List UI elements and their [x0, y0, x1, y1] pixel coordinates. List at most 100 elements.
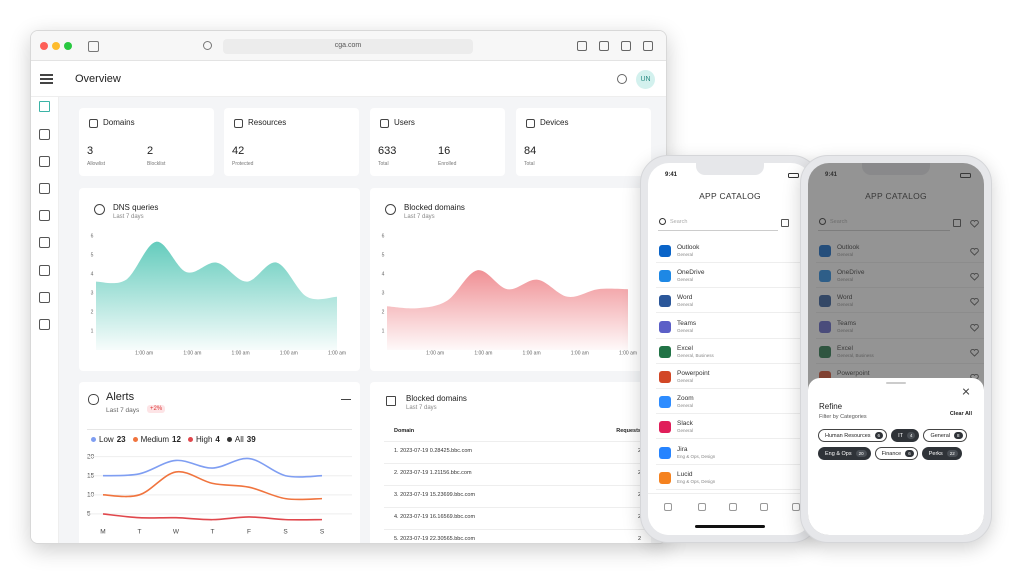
app-name: Outlook — [677, 244, 700, 251]
card: Alerts Last 7 days +2% Low 23 Medium 12 High 4 Al… — [79, 382, 360, 543]
filter-chip[interactable]: IT 4 — [891, 429, 920, 442]
stat-title: Users — [394, 118, 415, 127]
y-tick-label: 2 — [91, 309, 94, 315]
address-bar: cga.com — [223, 39, 473, 54]
card: Devices 84 Total — [516, 108, 651, 176]
divider — [87, 429, 352, 430]
stat-value: 84 — [524, 145, 537, 157]
y-tick-label: 6 — [382, 233, 385, 239]
chip-label: General — [930, 432, 951, 439]
x-tick-label: 1:00 am — [135, 350, 153, 356]
icon — [39, 210, 50, 221]
clear-all: Clear All — [949, 411, 972, 417]
stat-value: 42 — [232, 145, 245, 157]
legend-name: Low — [99, 434, 114, 444]
area — [387, 270, 628, 350]
legend-total: 23 — [116, 434, 126, 444]
icon — [39, 183, 50, 194]
sheet-handle — [886, 382, 906, 384]
stat-value: 16 — [438, 145, 451, 157]
chart-title: DNS queries — [113, 203, 159, 212]
stat-value: 3 — [87, 145, 94, 157]
table-title: Blocked domains — [406, 394, 467, 403]
y-tick-label: 3 — [382, 290, 385, 296]
cell: 1. 2023-07-19 0.28425.bbc.com — [394, 448, 472, 454]
card: Blocked domains Last 7 days Domain Requests… — [370, 382, 651, 543]
cell: 2. 2023-07-19 1.21156.bbc.com — [394, 470, 472, 476]
x-tick-label: 1:00 am — [426, 350, 444, 356]
chip-count: 4 — [906, 432, 916, 439]
series-line — [102, 457, 323, 478]
cell: 2 — [637, 536, 641, 542]
app-icon — [659, 295, 671, 308]
url: cga.com — [334, 42, 362, 49]
arrow — [341, 399, 351, 401]
status-time: 9:41 — [665, 172, 678, 178]
browser-window: cga.com Overview UN Domains 3 Allowlist 2 Block… — [30, 30, 667, 544]
y-tick-label: 1 — [382, 328, 385, 334]
filter-chip[interactable]: Human Resources 6 — [818, 429, 888, 442]
row-divider — [656, 287, 812, 289]
app-category: General — [677, 378, 694, 383]
row-divider — [656, 362, 812, 364]
stat-value: 2 — [147, 145, 154, 157]
x-tick-label: T — [211, 529, 215, 536]
icon — [781, 219, 789, 227]
icon — [698, 503, 707, 511]
app-icon — [659, 270, 671, 283]
chip-label: Finance — [881, 450, 902, 457]
y-tick-label: 2 — [382, 309, 385, 315]
legend-dot — [132, 436, 138, 442]
series-line — [102, 513, 323, 521]
stat-label: Blocklist — [147, 161, 166, 167]
page-title: Overview — [75, 73, 121, 85]
x-tick-label: 1:00 am — [328, 350, 346, 356]
legend-name: High — [195, 434, 213, 444]
icon — [88, 394, 99, 405]
legend-item: All 39 — [226, 434, 256, 444]
filter-chip[interactable]: Perks 22 — [921, 447, 962, 460]
app-name: Lucid — [677, 470, 693, 478]
chip-count: 6 — [905, 450, 914, 457]
row-divider — [384, 441, 646, 442]
stat-title: Domains — [103, 118, 135, 127]
legend-item: High 4 — [187, 434, 220, 444]
row-divider — [656, 388, 812, 389]
chip-count: 6 — [874, 432, 884, 439]
app-icon — [659, 421, 671, 434]
y-tick-label: 5 — [91, 252, 94, 258]
menu-line — [40, 82, 53, 84]
icon — [663, 503, 672, 511]
icon — [88, 41, 99, 52]
filter-chip[interactable]: Eng & Ops 20 — [818, 447, 871, 460]
stat-title: Resources — [248, 118, 287, 127]
app-name: Teams — [677, 319, 697, 327]
card: Users 633 Total 16 Enrolled — [370, 108, 505, 176]
alerts-subtitle: Last 7 days — [106, 407, 140, 414]
search-placeholder: Search — [670, 219, 688, 225]
row-divider — [384, 529, 646, 530]
home-indicator — [695, 525, 765, 528]
x-tick-label: 1:00 am — [280, 350, 298, 356]
cell: 2 — [638, 448, 641, 454]
icon — [39, 265, 50, 276]
filter-chip[interactable]: General 8 — [923, 429, 967, 442]
icon — [385, 204, 396, 215]
card: DNS queries Last 7 days 1 2 3 4 5 6 1:00 am 1:00 … — [79, 188, 360, 371]
icon — [39, 129, 50, 140]
app-category: Eng & Ops, Design — [677, 453, 716, 459]
icon — [729, 503, 738, 511]
y-tick-label: 6 — [91, 233, 94, 239]
y-tick-label: 5 — [382, 252, 385, 258]
app-icon — [659, 471, 671, 484]
legend-item: Medium 12 — [132, 435, 181, 444]
filter-chip[interactable]: Finance 6 — [874, 447, 918, 460]
x-tick-label: 1:00 am — [183, 350, 201, 356]
notch — [696, 163, 764, 175]
legend-total: 39 — [246, 434, 256, 444]
x-tick-label: T — [138, 529, 142, 536]
row-divider — [656, 438, 812, 440]
app-category: General — [677, 277, 694, 283]
